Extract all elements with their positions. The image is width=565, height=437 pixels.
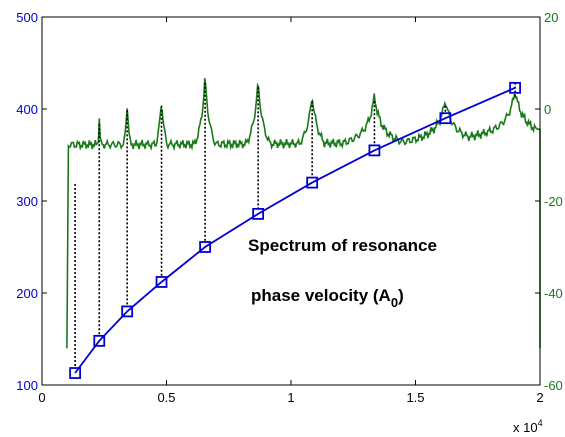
y-right-tick-label: -40 xyxy=(544,286,563,301)
phase-velocity-line xyxy=(74,86,516,374)
y-left-tick-label: 400 xyxy=(16,102,38,117)
x-tick-label: 1 xyxy=(287,390,294,405)
phase-velocity-marker xyxy=(121,305,134,318)
y-right-tick-label: 20 xyxy=(544,10,558,25)
y-left-tick-label: 300 xyxy=(16,194,38,209)
y-right-tick-label: -20 xyxy=(544,194,563,209)
y-axis-right: -60 -40 -20 0 20 xyxy=(535,10,563,393)
y-axis-left: 100 200 300 400 500 xyxy=(16,10,47,393)
plot-frame xyxy=(41,16,541,386)
phase-velocity-marker xyxy=(93,334,106,347)
spectrum-annotation: Spectrum of resonance xyxy=(248,236,437,255)
phase-velocity-markers xyxy=(69,81,522,379)
x-tick-label: 0 xyxy=(38,390,45,405)
phase-velocity-marker xyxy=(368,144,381,157)
drop-lines xyxy=(74,82,516,369)
x-tick-label: 1.5 xyxy=(406,390,424,405)
y-left-tick-label: 100 xyxy=(16,378,38,393)
x-axis: 0 0.5 1 1.5 2 xyxy=(38,17,544,405)
phase-velocity-marker xyxy=(252,207,265,220)
x-tick-label: 0.5 xyxy=(157,390,175,405)
phase-velocity-marker xyxy=(155,276,168,288)
y-left-tick-label: 200 xyxy=(16,286,38,301)
y-right-tick-label: -60 xyxy=(544,378,563,393)
spectrum-line xyxy=(66,78,541,349)
phase-velocity-marker xyxy=(439,112,452,125)
x-tick-label: 2 xyxy=(536,390,543,405)
phase-velocity-annotation: phase velocity (A0) xyxy=(251,286,404,310)
phase-velocity-marker xyxy=(69,367,82,379)
phase-velocity-marker xyxy=(509,81,522,94)
phase-velocity-marker xyxy=(199,241,211,253)
y-left-tick-label: 500 xyxy=(16,10,38,25)
x-multiplier-label: x 104 xyxy=(513,418,543,435)
y-right-tick-label: 0 xyxy=(544,102,551,117)
phase-velocity-marker xyxy=(306,176,319,189)
